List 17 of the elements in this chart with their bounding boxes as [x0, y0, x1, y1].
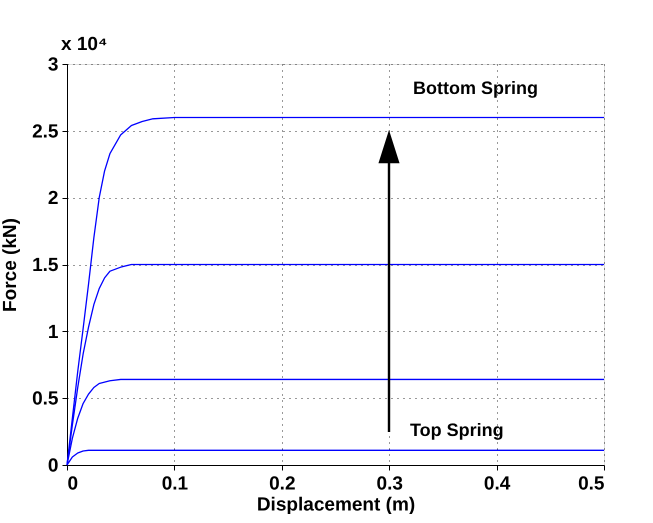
text: x 10⁴ — [61, 34, 108, 55]
y-tick-label: 0.5 — [32, 388, 59, 410]
x-tick-label: 0.1 — [162, 474, 189, 494]
x-tick-label: 0 — [68, 474, 78, 494]
y-tick-label: 0 — [48, 456, 58, 476]
y-tick-label: 1.5 — [32, 255, 59, 276]
x-tick-label: 0.4 — [484, 474, 511, 494]
y-tick-label: 2.5 — [32, 121, 59, 142]
x-tick-label: 0.3 — [376, 474, 403, 494]
annotation: Bottom Spring — [413, 78, 538, 98]
annotation: Top Spring — [410, 420, 504, 440]
y-tick-label: 2 — [48, 188, 58, 210]
x-tick-label: 0.2 — [269, 474, 296, 494]
y-tick-label: 1 — [48, 322, 59, 343]
y-tick-label: 3 — [48, 54, 58, 76]
x-tick-label: 0.5 — [578, 474, 605, 494]
y-axis-title: Force (kN) — [0, 218, 22, 312]
